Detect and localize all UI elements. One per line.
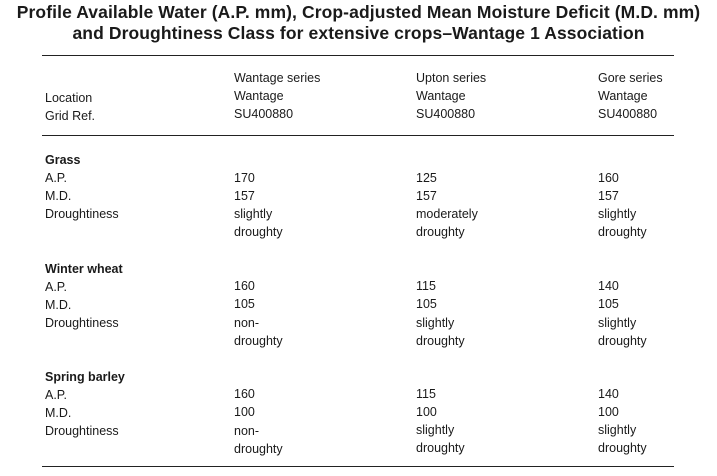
grid-ref-gore-series: SU400880 bbox=[598, 107, 658, 121]
table-cell: non- bbox=[234, 424, 260, 438]
section-heading-spring-barley: Spring barley bbox=[45, 370, 125, 384]
row-label-md: M.D. bbox=[45, 406, 72, 420]
table-cell: droughty bbox=[234, 442, 283, 456]
column-header-upton-series: Upton series bbox=[416, 71, 487, 85]
table-title: Profile Available Water (A.P. mm), Crop-… bbox=[0, 2, 717, 44]
row-label-droughtiness: Droughtiness bbox=[45, 316, 119, 330]
table-cell: 115 bbox=[416, 279, 436, 293]
grid-ref-wantage-series: SU400880 bbox=[234, 107, 294, 121]
table-cell: 100 bbox=[234, 405, 255, 419]
table-cell: 157 bbox=[416, 189, 437, 203]
table-cell: droughty bbox=[234, 225, 283, 239]
table-cell: droughty bbox=[416, 441, 465, 455]
table-cell: droughty bbox=[416, 225, 465, 239]
table-cell: 105 bbox=[234, 297, 255, 311]
table-cell: droughty bbox=[416, 334, 465, 348]
table-cell: 100 bbox=[416, 405, 437, 419]
location-gore-series: Wantage bbox=[598, 89, 648, 103]
row-label-droughtiness: Droughtiness bbox=[45, 207, 119, 221]
table-cell: 105 bbox=[416, 297, 437, 311]
row-label-droughtiness: Droughtiness bbox=[45, 424, 119, 438]
table-cell: slightly bbox=[416, 316, 455, 330]
table-cell: 140 bbox=[598, 387, 619, 401]
table-cell: droughty bbox=[598, 441, 647, 455]
section-heading-grass: Grass bbox=[45, 153, 81, 167]
table-cell: moderately bbox=[416, 207, 478, 221]
table-cell: slightly bbox=[598, 316, 637, 330]
row-label-md: M.D. bbox=[45, 189, 72, 203]
row-label-md: M.D. bbox=[45, 298, 72, 312]
table-cell: 115 bbox=[416, 387, 436, 401]
table-cell: droughty bbox=[598, 225, 647, 239]
table-cell: slightly bbox=[234, 207, 273, 221]
column-header-gore-series: Gore series bbox=[598, 71, 663, 85]
table-cell: 157 bbox=[234, 189, 255, 203]
bottom-rule bbox=[42, 466, 674, 467]
table-cell: 125 bbox=[416, 171, 437, 185]
table-cell: droughty bbox=[234, 334, 283, 348]
table-cell: non- bbox=[234, 316, 260, 330]
row-label-ap: A.P. bbox=[45, 388, 68, 402]
table-cell: 140 bbox=[598, 279, 619, 293]
table-title-line-1: Profile Available Water (A.P. mm), Crop-… bbox=[16, 2, 701, 22]
table-cell: slightly bbox=[416, 423, 455, 437]
table-cell: 160 bbox=[234, 279, 255, 293]
table-cell: 157 bbox=[598, 189, 619, 203]
location-wantage-series: Wantage bbox=[234, 89, 284, 103]
top-rule bbox=[42, 55, 674, 56]
column-header-wantage-series: Wantage series bbox=[234, 71, 321, 85]
table-cell: 105 bbox=[598, 297, 619, 311]
table-cell: slightly bbox=[598, 207, 637, 221]
table-cell: slightly bbox=[598, 423, 637, 437]
table-cell: droughty bbox=[598, 334, 647, 348]
header-rule bbox=[42, 135, 674, 136]
table-title-line-2: and Droughtiness Class for extensive cro… bbox=[72, 23, 645, 43]
table-cell: 100 bbox=[598, 405, 619, 419]
location-upton-series: Wantage bbox=[416, 89, 466, 103]
row-label-grid-ref: Grid Ref. bbox=[45, 109, 96, 123]
table-cell: 160 bbox=[234, 387, 255, 401]
row-label-location: Location bbox=[45, 91, 93, 105]
section-heading-winter-wheat: Winter wheat bbox=[45, 262, 123, 276]
grid-ref-upton-series: SU400880 bbox=[416, 107, 476, 121]
row-label-ap: A.P. bbox=[45, 280, 68, 294]
table-cell: 170 bbox=[234, 171, 255, 185]
row-label-ap: A.P. bbox=[45, 171, 68, 185]
table-cell: 160 bbox=[598, 171, 619, 185]
